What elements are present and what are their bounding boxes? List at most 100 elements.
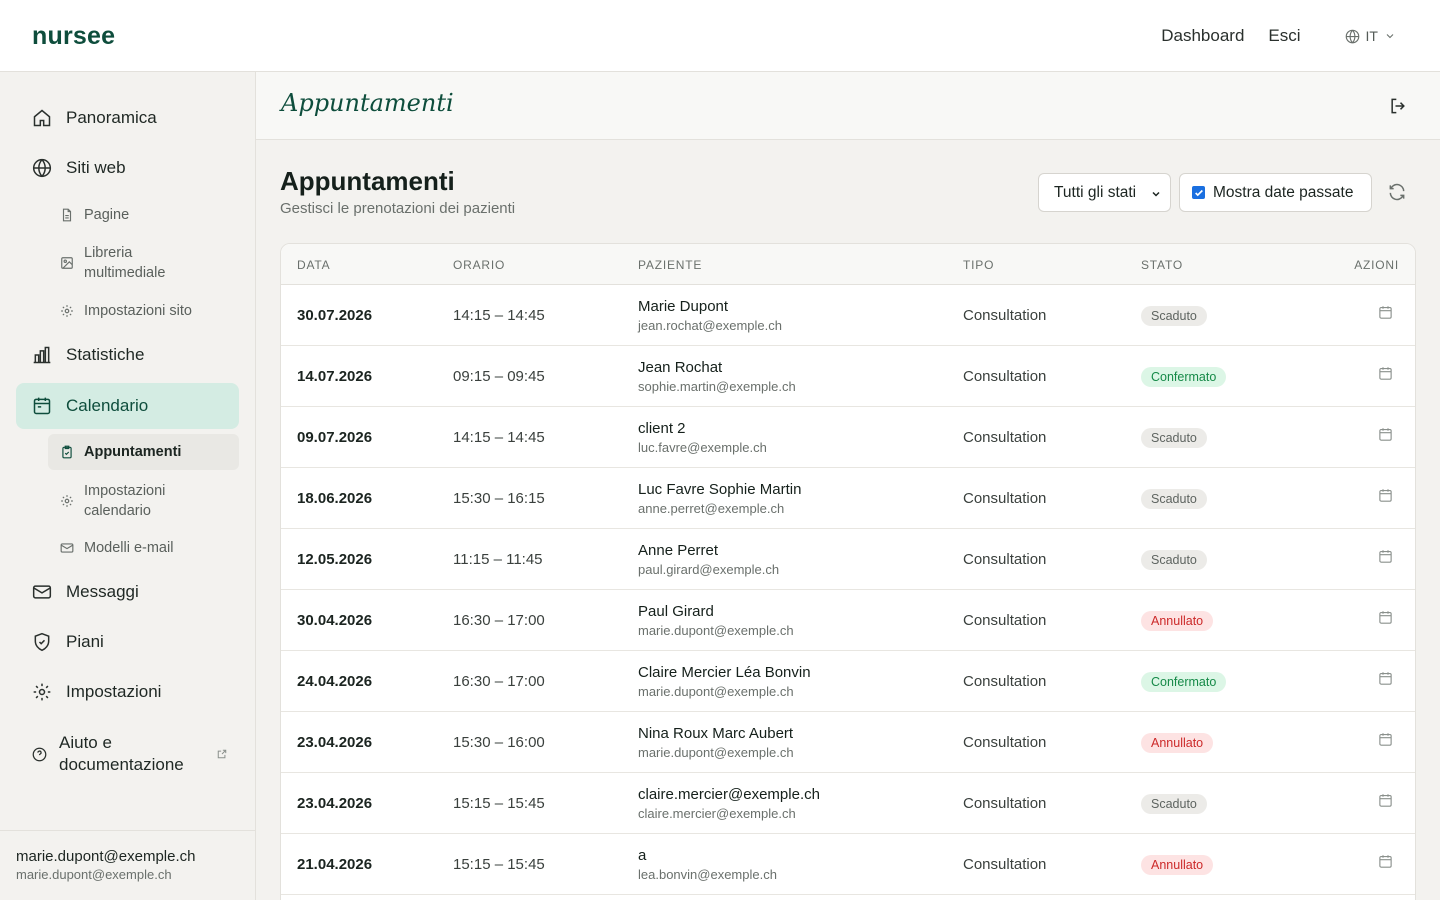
status-badge: Confermato xyxy=(1141,367,1227,387)
user-footer[interactable]: marie.dupont@exemple.ch marie.dupont@exe… xyxy=(0,830,255,900)
calendar-icon xyxy=(1379,306,1392,319)
sidebar-subitem-label: Modelli e-mail xyxy=(84,540,174,556)
patient-name: a xyxy=(638,847,647,864)
sidebar-item-messaggi[interactable]: Messaggi xyxy=(16,569,239,615)
app-logo[interactable]: nursee xyxy=(32,22,116,50)
calendar-icon xyxy=(1379,550,1392,563)
table-row[interactable]: 30.04.2026 16:30 – 17:00 Paul Girard marie.… xyxy=(281,590,1415,651)
refresh-button[interactable] xyxy=(1387,182,1407,207)
header-title: Appuntamenti xyxy=(281,89,454,117)
language-selector[interactable]: IT xyxy=(1345,28,1396,44)
sidebar-subitem-impostazioni-calendario[interactable]: Impostazioni calendario xyxy=(48,480,239,522)
patient-email: paul.girard@exemple.ch xyxy=(638,562,780,577)
sidebar: Panoramica Siti web Pagine Libreria mult… xyxy=(0,72,256,900)
file-icon xyxy=(62,208,72,222)
table-row[interactable]: 23.04.2026 15:30 – 16:00 Nina Roux Marc Au… xyxy=(281,712,1415,773)
table-row[interactable]: 14.07.2026 09:15 – 09:45 Jean Rochat sophie… xyxy=(281,346,1415,407)
reschedule-button[interactable] xyxy=(1378,427,1393,447)
reschedule-button[interactable] xyxy=(1378,610,1393,630)
table-row[interactable]: 23.04.2026 15:15 – 15:45 claire.mercier@ex… xyxy=(281,773,1415,834)
sidebar-item-panoramica[interactable]: Panoramica xyxy=(16,95,239,141)
appointment-date: 09.07.2026 xyxy=(297,429,373,446)
show-past-checkbox[interactable] xyxy=(1192,186,1205,199)
reschedule-button[interactable] xyxy=(1378,305,1393,325)
dashboard-link[interactable]: Dashboard xyxy=(1161,26,1245,45)
appointment-type: Consultation xyxy=(963,612,1047,629)
reschedule-button[interactable] xyxy=(1378,549,1393,569)
appointment-type: Consultation xyxy=(963,551,1047,568)
table-row[interactable]: 09.07.2026 14:15 – 14:45 client 2 luc.favre… xyxy=(281,407,1415,468)
check-icon xyxy=(1194,189,1203,196)
reschedule-button[interactable] xyxy=(1378,671,1393,691)
sidebar-subitem-modelli-email[interactable]: Modelli e-mail xyxy=(48,538,239,558)
column-header-status: STATO xyxy=(1141,258,1184,272)
appointment-type: Consultation xyxy=(963,307,1047,324)
status-badge: Scaduto xyxy=(1141,428,1207,448)
patient-email: anne.perret@exemple.ch xyxy=(638,501,785,516)
sidebar-subitem-label: Libreria multimediale xyxy=(84,245,166,281)
patient-name: Luc Favre Sophie Martin xyxy=(638,481,802,498)
reschedule-button[interactable] xyxy=(1378,488,1393,508)
column-header-patient: PAZIENTE xyxy=(638,258,703,272)
appointment-type: Consultation xyxy=(963,429,1047,446)
sidebar-subitem-libreria[interactable]: Libreria multimediale xyxy=(48,242,239,284)
sidebar-item-label: Messaggi xyxy=(66,582,139,601)
sidebar-subitem-appuntamenti[interactable]: Appuntamenti xyxy=(48,434,239,470)
status-filter-select[interactable]: Tutti gli stati xyxy=(1038,173,1171,212)
logout-link[interactable]: Esci xyxy=(1268,26,1301,45)
mail-icon xyxy=(60,543,74,553)
sidebar-item-piani[interactable]: Piani xyxy=(16,619,239,665)
sidebar-subitem-impostazioni-sito[interactable]: Impostazioni sito xyxy=(48,301,239,321)
table-row[interactable]: 12.05.2026 11:15 – 11:45 Anne Perret paul.g… xyxy=(281,529,1415,590)
appointment-type: Consultation xyxy=(963,734,1047,751)
appointment-date: 12.05.2026 xyxy=(297,551,373,568)
reschedule-button[interactable] xyxy=(1378,793,1393,813)
column-header-time: ORARIO xyxy=(453,258,506,272)
calendar-icon xyxy=(1379,672,1392,685)
appointment-date: 30.07.2026 xyxy=(297,307,373,324)
main-header: Appuntamenti xyxy=(256,72,1440,140)
sidebar-item-statistiche[interactable]: Statistiche xyxy=(16,332,239,378)
appointment-time: 15:30 – 16:15 xyxy=(453,490,545,507)
sidebar-item-label: Siti web xyxy=(66,158,126,177)
sidebar-item-siti-web[interactable]: Siti web xyxy=(16,145,239,191)
reschedule-button[interactable] xyxy=(1378,366,1393,386)
appointment-type: Consultation xyxy=(963,856,1047,873)
status-badge: Annullato xyxy=(1141,611,1214,631)
sidebar-item-label: Aiuto e documentazione xyxy=(59,733,184,774)
refresh-icon xyxy=(1389,183,1405,201)
user-name: marie.dupont@exemple.ch xyxy=(16,848,196,865)
show-past-dates-toggle[interactable]: Mostra date passate xyxy=(1179,173,1372,212)
table-row[interactable]: 30.07.2026 14:15 – 14:45 Marie Dupont jean.… xyxy=(281,285,1415,346)
sidebar-item-impostazioni[interactable]: Impostazioni xyxy=(16,669,239,715)
patient-name: Claire Mercier Léa Bonvin xyxy=(638,664,811,681)
patient-email: sophie.martin@exemple.ch xyxy=(638,379,796,394)
appointment-type: Consultation xyxy=(963,673,1047,690)
table-row[interactable]: 18.06.2026 15:30 – 16:15 Luc Favre Sophie … xyxy=(281,468,1415,529)
patient-email: jean.rochat@exemple.ch xyxy=(638,318,782,333)
sidebar-subitem-label: Appuntamenti xyxy=(84,444,182,460)
sidebar-item-label: Statistiche xyxy=(66,345,145,364)
column-header-date: DATA xyxy=(297,258,331,272)
gear-icon xyxy=(61,495,73,507)
patient-email: marie.dupont@exemple.ch xyxy=(638,623,794,638)
appointment-time: 15:30 – 16:00 xyxy=(453,734,545,751)
appointment-time: 09:15 – 09:45 xyxy=(453,368,545,385)
appointment-date: 23.04.2026 xyxy=(297,795,373,812)
globe-icon xyxy=(32,158,52,178)
sidebar-item-aiuto[interactable]: Aiuto e documentazione xyxy=(16,732,239,776)
appointment-time: 15:15 – 15:45 xyxy=(453,856,545,873)
reschedule-button[interactable] xyxy=(1378,854,1393,874)
top-bar: nursee Dashboard Esci IT xyxy=(0,0,1440,72)
sidebar-item-calendario[interactable]: Calendario xyxy=(16,383,239,429)
logout-button[interactable] xyxy=(1388,96,1408,121)
appointment-date: 23.04.2026 xyxy=(297,734,373,751)
reschedule-button[interactable] xyxy=(1378,732,1393,752)
sidebar-subitem-pagine[interactable]: Pagine xyxy=(48,205,239,225)
appointment-date: 30.04.2026 xyxy=(297,612,373,629)
calendar-icon xyxy=(1379,489,1392,502)
table-row[interactable]: 21.04.2026 15:15 – 15:45 a lea.bonvin@exemp… xyxy=(281,834,1415,895)
column-header-type: TIPO xyxy=(963,258,995,272)
user-email: marie.dupont@exemple.ch xyxy=(16,867,172,882)
table-row[interactable]: 24.04.2026 16:30 – 17:00 Claire Mercier Lé… xyxy=(281,651,1415,712)
